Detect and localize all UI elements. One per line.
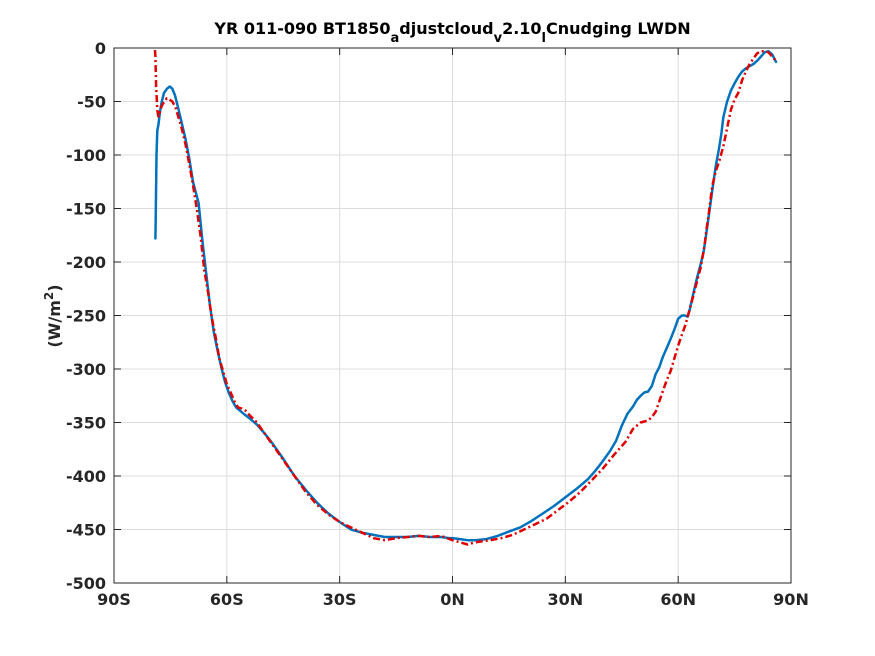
y-tick-label: -500 — [66, 574, 106, 593]
x-tick-label: 90S — [97, 590, 131, 609]
y-tick-label: 0 — [95, 39, 106, 58]
axis-labels: 90S 60S 30S 0N 30N 60N 90N 0 -50 -100 -150 -200 -250… — [66, 39, 809, 609]
x-tick-label: 0N — [440, 590, 465, 609]
x-tick-label: 30N — [548, 590, 584, 609]
chart-title: YR 011-090 BT1850adjustcloudv2.10lCnudgi… — [213, 19, 690, 46]
y-tick-label: -200 — [66, 253, 106, 272]
x-tick-label: 60N — [660, 590, 696, 609]
x-tick-label: 60S — [210, 590, 244, 609]
y-tick-label: -50 — [77, 93, 106, 112]
plot-series — [153, 49, 778, 546]
y-tick-label: -400 — [66, 467, 106, 486]
series-line-2 — [153, 49, 777, 546]
y-tick-label: -450 — [66, 521, 106, 540]
y-tick-label: -150 — [66, 200, 106, 219]
axis-ticks — [113, 47, 792, 584]
grid-lines — [113, 47, 792, 584]
y-axis-label: (W/m2) — [42, 284, 64, 347]
series-line-1 — [154, 49, 778, 542]
x-tick-label: 30S — [323, 590, 357, 609]
y-tick-label: -300 — [66, 360, 106, 379]
x-tick-label: 90N — [773, 590, 809, 609]
y-tick-label: -350 — [66, 414, 106, 433]
y-tick-label: -100 — [66, 146, 106, 165]
y-tick-label: -250 — [66, 307, 106, 326]
